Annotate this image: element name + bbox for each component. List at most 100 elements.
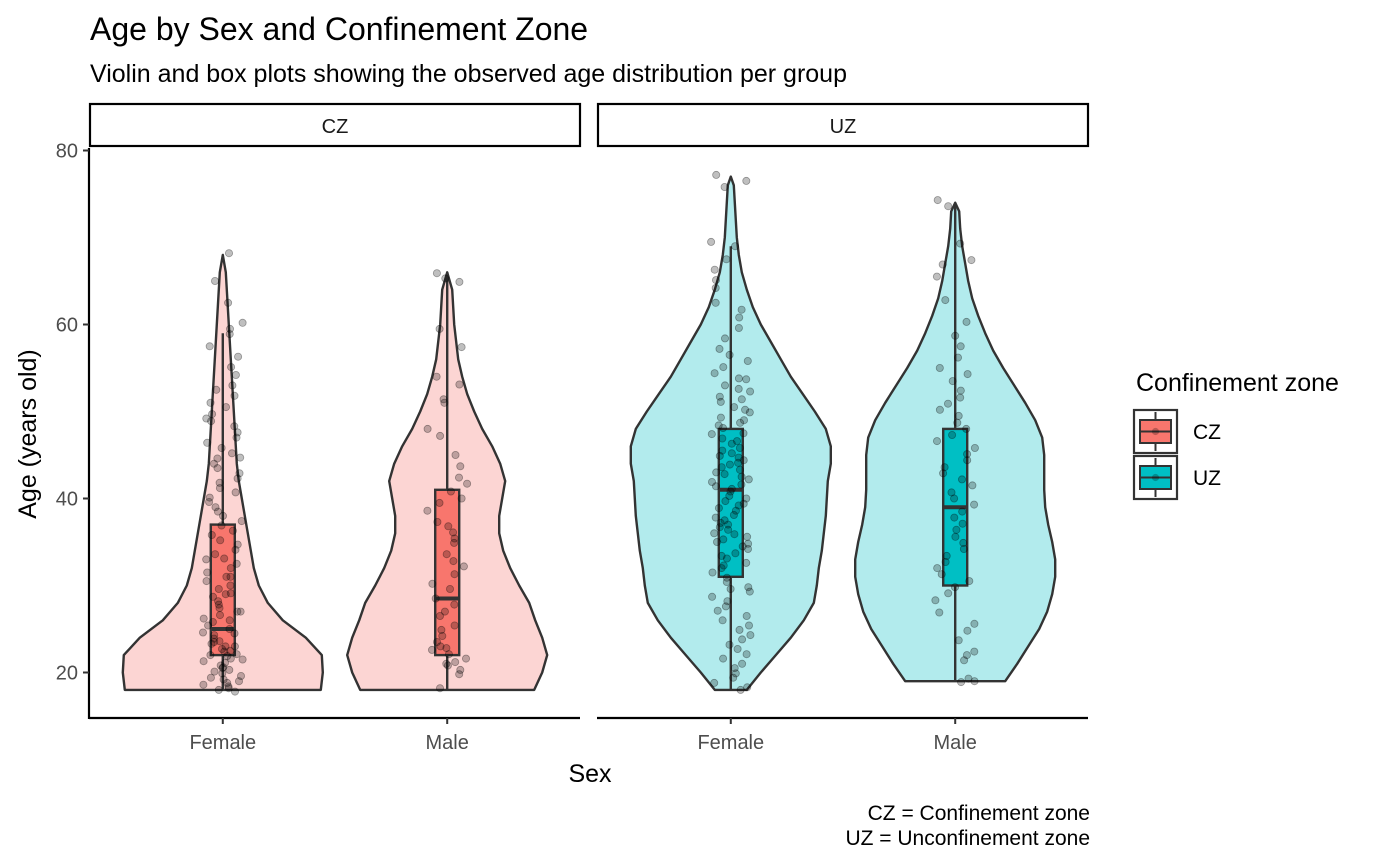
data-point: [729, 673, 738, 682]
data-point: [202, 555, 211, 564]
legend-key-cz: CZ: [1132, 408, 1221, 455]
data-point: [435, 498, 444, 507]
data-point: [209, 634, 218, 643]
data-point: [968, 481, 977, 490]
data-point: [935, 363, 944, 372]
data-point: [230, 391, 239, 400]
data-point: [970, 500, 979, 509]
facet-strip: [88, 102, 582, 148]
data-point: [958, 519, 967, 528]
data-point: [208, 410, 217, 419]
data-point: [711, 298, 720, 307]
caption-line-1: CZ = Confinement zone: [868, 802, 1090, 825]
data-point: [226, 654, 235, 663]
data-point: [220, 658, 229, 667]
data-point: [217, 443, 226, 452]
data-point: [450, 534, 459, 543]
data-point: [431, 594, 440, 603]
data-point: [712, 276, 721, 285]
data-point: [225, 616, 234, 625]
data-point: [954, 636, 963, 645]
data-point: [231, 488, 240, 497]
data-point: [226, 589, 235, 598]
data-point: [213, 464, 222, 473]
data-point: [450, 570, 459, 579]
data-point: [956, 386, 965, 395]
data-point: [441, 274, 450, 283]
data-point: [221, 403, 230, 412]
data-point: [436, 642, 445, 651]
data-point: [958, 475, 967, 484]
data-point: [450, 621, 459, 630]
data-point: [238, 655, 247, 664]
data-point: [719, 363, 728, 372]
legend-key-uz: UZ: [1132, 454, 1221, 501]
data-point: [744, 539, 753, 548]
data-point: [233, 428, 242, 437]
data-point: [712, 482, 721, 491]
data-point: [737, 395, 746, 404]
data-point: [965, 577, 974, 586]
data-point: [959, 545, 968, 554]
data-point: [951, 532, 960, 541]
data-point: [236, 453, 245, 462]
data-point: [963, 456, 972, 465]
data-point: [718, 446, 727, 455]
y-tick-label: 80: [56, 141, 78, 163]
data-point: [439, 395, 448, 404]
x-tick-label: Female: [697, 732, 764, 754]
data-point: [730, 403, 739, 412]
data-point: [215, 637, 224, 646]
data-point: [734, 323, 743, 332]
x-tick-label: Male: [934, 732, 977, 754]
data-point: [736, 465, 745, 474]
data-point: [214, 600, 223, 609]
data-point: [221, 642, 230, 651]
data-point: [214, 597, 223, 606]
legend-label: UZ: [1193, 467, 1221, 490]
data-point: [716, 413, 725, 422]
data-point: [729, 510, 738, 519]
data-point: [432, 638, 441, 647]
data-point: [951, 331, 960, 340]
data-point: [234, 677, 243, 686]
data-point: [230, 687, 239, 696]
data-point: [224, 684, 233, 693]
data-point: [719, 535, 728, 544]
data-point: [720, 182, 729, 191]
data-point: [743, 683, 752, 692]
data-point: [970, 677, 979, 686]
data-point: [719, 561, 728, 570]
data-point: [455, 277, 464, 286]
data-point: [944, 202, 953, 211]
group-female: Female: [121, 249, 324, 754]
data-point: [224, 249, 233, 258]
data-point: [445, 585, 454, 594]
data-point: [224, 298, 233, 307]
data-point: [218, 669, 227, 678]
data-point: [199, 657, 208, 666]
data-point: [730, 664, 739, 673]
data-point: [427, 645, 436, 654]
data-point: [210, 631, 219, 640]
data-point: [214, 585, 223, 594]
data-point: [455, 670, 464, 679]
data-point: [454, 473, 463, 482]
data-point: [939, 469, 948, 478]
data-point: [736, 685, 745, 694]
data-point: [206, 398, 215, 407]
data-point: [231, 370, 240, 379]
data-point: [733, 645, 742, 654]
data-point: [725, 460, 734, 469]
data-point: [739, 456, 748, 465]
data-point: [232, 559, 241, 568]
data-point: [933, 437, 942, 446]
data-point: [207, 417, 216, 426]
box: [434, 488, 461, 657]
data-point: [717, 551, 726, 560]
data-point: [970, 443, 979, 452]
data-point: [423, 506, 432, 515]
data-point: [433, 518, 442, 527]
data-point: [963, 450, 972, 459]
